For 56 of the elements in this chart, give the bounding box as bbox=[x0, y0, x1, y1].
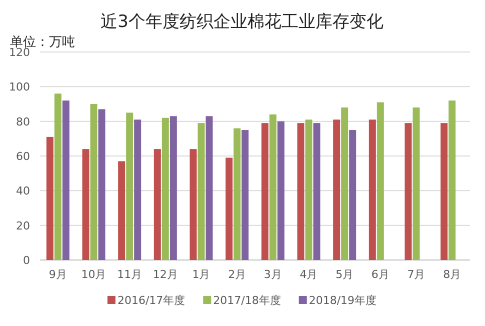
bar bbox=[62, 100, 70, 260]
bar bbox=[54, 94, 62, 260]
y-tick-label: 60 bbox=[16, 150, 30, 163]
bar bbox=[440, 123, 448, 260]
x-tick-label: 2月 bbox=[228, 268, 246, 281]
x-tick-label: 4月 bbox=[300, 268, 318, 281]
bar bbox=[118, 161, 126, 260]
bar bbox=[134, 120, 142, 260]
bar bbox=[277, 121, 284, 260]
bar bbox=[82, 149, 90, 260]
bar bbox=[234, 128, 241, 260]
bar bbox=[313, 123, 320, 260]
bar bbox=[226, 158, 233, 260]
bar bbox=[206, 116, 213, 260]
bar bbox=[412, 107, 420, 260]
bar bbox=[170, 116, 177, 260]
bar bbox=[98, 109, 106, 260]
chart-title: 近3个年度纺织企业棉花工业库存变化 bbox=[100, 12, 384, 32]
legend-label: 2018/19年度 bbox=[308, 294, 377, 307]
bar bbox=[368, 120, 376, 260]
y-tick-label: 100 bbox=[9, 80, 30, 94]
x-tick-label: 9月 bbox=[48, 268, 67, 281]
x-tick-label: 5月 bbox=[336, 268, 354, 281]
bar bbox=[190, 149, 197, 260]
y-tick-label: 20 bbox=[16, 219, 30, 232]
x-tick-label: 8月 bbox=[443, 268, 462, 281]
x-tick-label: 1月 bbox=[192, 268, 210, 281]
bar bbox=[90, 104, 98, 260]
y-tick-label: 120 bbox=[9, 46, 30, 59]
x-tick-label: 7月 bbox=[407, 268, 426, 281]
bar bbox=[305, 120, 312, 260]
legend-label: 2016/17年度 bbox=[117, 294, 186, 307]
bar bbox=[297, 123, 304, 260]
bar bbox=[404, 123, 412, 260]
x-tick-label: 6月 bbox=[371, 268, 390, 281]
bar bbox=[269, 114, 276, 260]
legend-label: 2017/18年度 bbox=[213, 294, 281, 307]
bar bbox=[261, 123, 268, 260]
bar bbox=[46, 136, 54, 260]
bar bbox=[242, 130, 249, 260]
x-tick-label: 11月 bbox=[117, 268, 142, 281]
bar bbox=[198, 123, 205, 260]
x-tick-label: 10月 bbox=[81, 268, 106, 281]
bar bbox=[126, 112, 134, 260]
bar bbox=[349, 130, 356, 260]
y-tick-label: 80 bbox=[16, 115, 30, 128]
bar bbox=[154, 149, 161, 260]
bar bbox=[333, 120, 340, 260]
y-tick-label: 40 bbox=[16, 184, 30, 198]
bar bbox=[341, 107, 348, 260]
bar bbox=[376, 102, 384, 260]
x-tick-label: 12月 bbox=[152, 268, 178, 281]
bar bbox=[162, 118, 169, 260]
x-tick-label: 3月 bbox=[264, 268, 282, 281]
bar bbox=[448, 100, 456, 260]
y-tick-label: 0 bbox=[23, 254, 30, 267]
